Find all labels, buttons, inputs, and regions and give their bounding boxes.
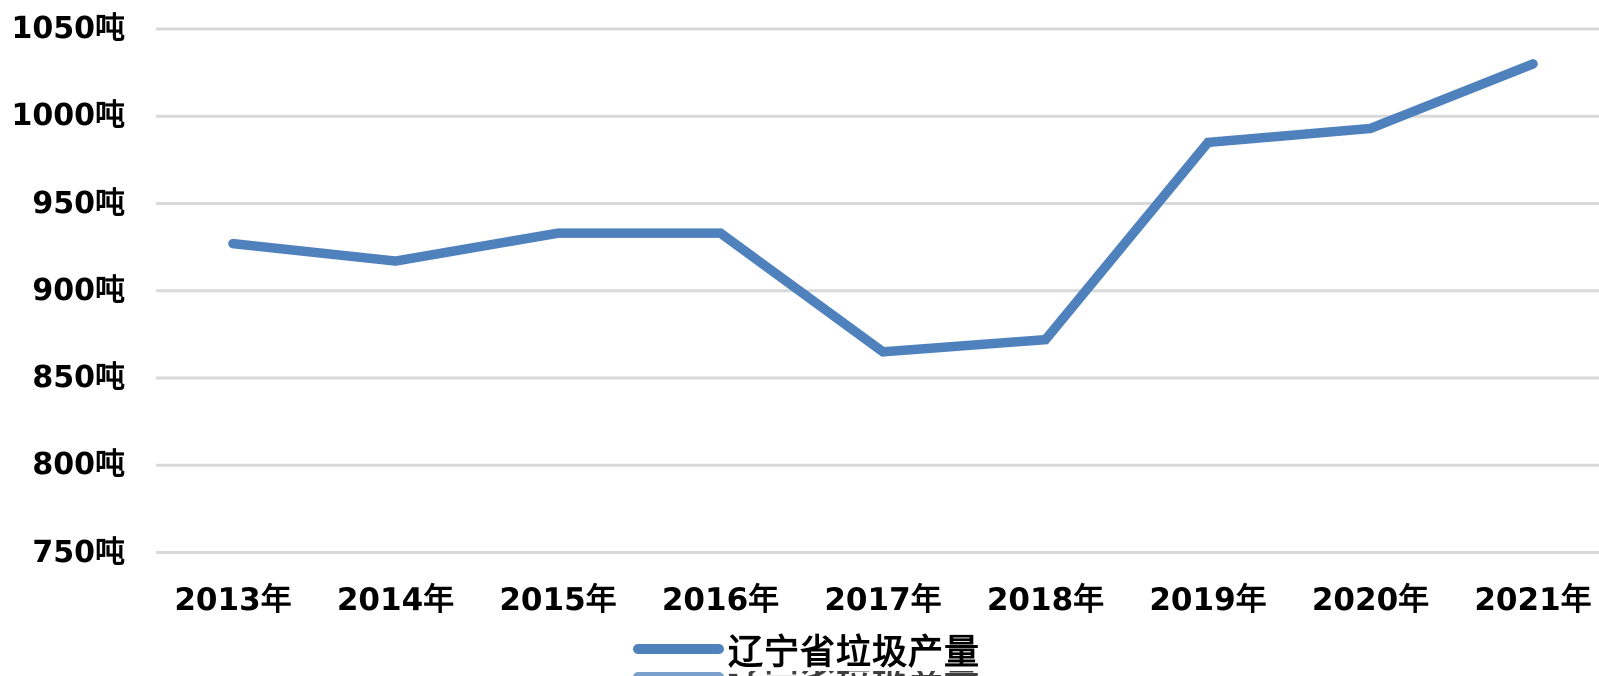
y-tick-label: 900吨: [32, 272, 125, 308]
y-tick-label: 1000吨: [11, 98, 126, 134]
legend-cropped-duplicate: 辽宁省垃圾产量: [0, 671, 1599, 676]
x-tick-label: 2021年: [1474, 582, 1592, 618]
x-tick-label: 2019年: [1149, 582, 1267, 618]
y-tick-label: 750吨: [32, 534, 125, 570]
y-tick-label: 800吨: [32, 447, 125, 483]
x-tick-label: 2014年: [336, 582, 455, 618]
legend-label: 辽宁省垃圾产量: [727, 632, 980, 673]
x-tick-label: 2013年: [174, 582, 292, 618]
x-tick-label: 2016年: [661, 582, 780, 618]
x-tick-label: 2015年: [499, 582, 617, 618]
legend-line-swatch-icon: [632, 644, 724, 654]
x-tick-label: 2020年: [1311, 582, 1430, 618]
x-tick-label: 2017年: [824, 582, 942, 618]
y-tick-label: 1050吨: [11, 11, 126, 46]
data-line-辽宁省垃圾产量: [228, 59, 1538, 357]
legend-line-swatch-icon: [632, 671, 724, 676]
legend-entry-cropped: 辽宁省垃圾产量: [632, 671, 980, 676]
legend: 辽宁省垃圾产量: [0, 627, 1599, 673]
legend-entry: 辽宁省垃圾产量: [632, 624, 980, 675]
y-tick-label: 950吨: [32, 185, 125, 221]
y-tick-label: 850吨: [32, 360, 125, 395]
x-tick-label: 2018年: [986, 582, 1105, 618]
